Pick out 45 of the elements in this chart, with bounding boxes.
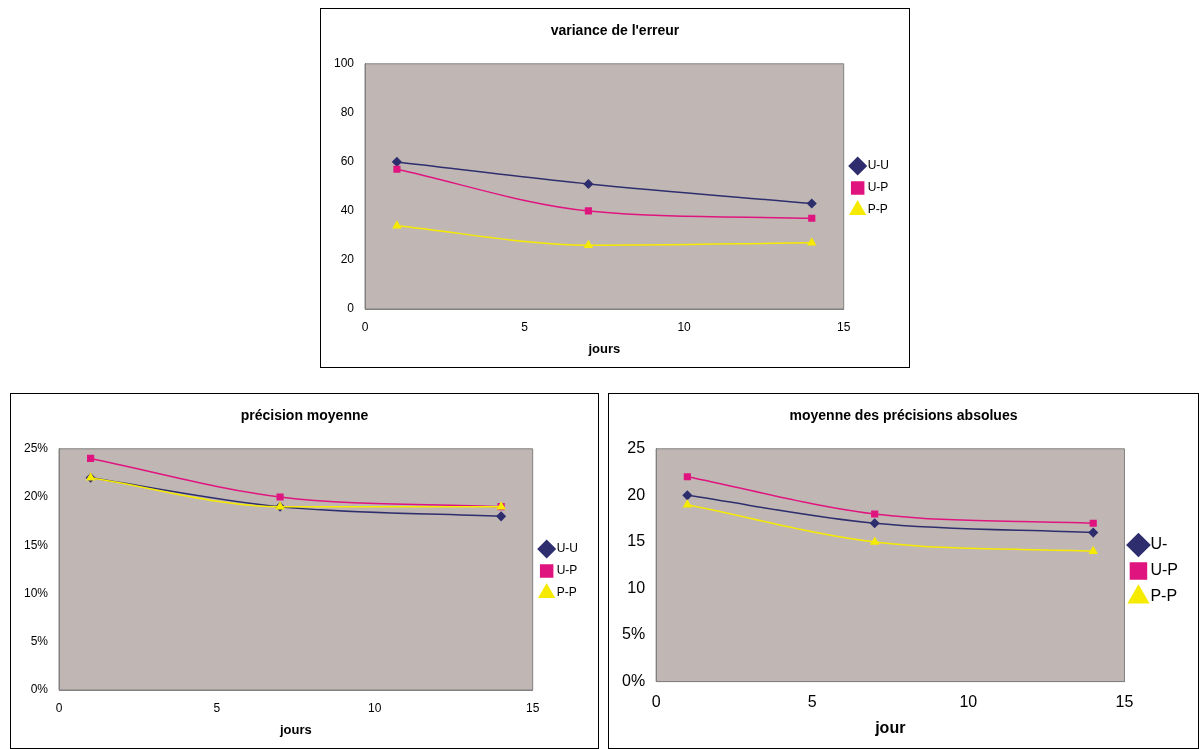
y-tick-label: 5% [622, 625, 646, 643]
y-tick-label: 15 [627, 532, 646, 550]
legend-label: U-P [867, 180, 889, 195]
y-tick-label: 20 [627, 485, 646, 503]
x-tick-label: 5 [521, 319, 529, 334]
y-tick-label: 25 [627, 439, 646, 457]
chart-title: moyenne des précisions absolues [789, 407, 1018, 424]
x-tick-label: 15 [836, 319, 851, 334]
x-tick-label: 5 [213, 700, 221, 715]
legend-label: U-U [556, 541, 578, 556]
y-tick-label: 5% [30, 634, 49, 649]
y-tick-label: 60 [340, 154, 355, 169]
x-tick-label: 5 [807, 692, 817, 710]
x-axis-title: jours [587, 340, 621, 356]
y-tick-label: 0 [347, 301, 355, 316]
chart-title: précision moyenne [240, 407, 369, 424]
y-tick-label: 20 [340, 252, 355, 267]
x-tick-label: 0 [361, 319, 369, 334]
x-tick-label: 10 [959, 692, 978, 710]
legend-label: U-P [556, 563, 578, 578]
y-tick-label: 80 [340, 105, 355, 120]
y-tick-label: 10 [627, 578, 646, 596]
chart-title: variance de l'erreur [550, 22, 680, 39]
y-tick-label: 15% [23, 537, 49, 552]
legend-label: U-U [867, 158, 889, 173]
x-tick-label: 10 [677, 319, 692, 334]
x-tick-label: 10 [368, 700, 382, 715]
y-tick-label: 40 [340, 203, 355, 218]
x-axis-title: jours [278, 721, 312, 737]
x-axis-title: jour [874, 718, 906, 736]
x-tick-label: 0 [651, 692, 661, 710]
x-tick-label: 15 [1115, 692, 1134, 710]
legend-label: P-P [1150, 587, 1178, 605]
y-tick-label: 20% [23, 489, 49, 504]
y-tick-label: 25% [23, 441, 49, 456]
y-tick-label: 10% [23, 585, 49, 600]
legend-label: U-P [1150, 561, 1179, 579]
x-tick-label: 15 [525, 700, 540, 715]
x-tick-label: 0 [55, 700, 63, 715]
y-tick-label: 100 [333, 56, 355, 71]
y-tick-label: 0% [622, 672, 646, 690]
y-tick-label: 0% [30, 682, 49, 697]
legend-label: U- [1150, 535, 1168, 553]
legend-label: P-P [867, 202, 888, 217]
legend-label: P-P [556, 585, 577, 600]
